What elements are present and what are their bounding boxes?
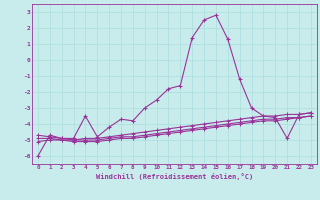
X-axis label: Windchill (Refroidissement éolien,°C): Windchill (Refroidissement éolien,°C)	[96, 173, 253, 180]
